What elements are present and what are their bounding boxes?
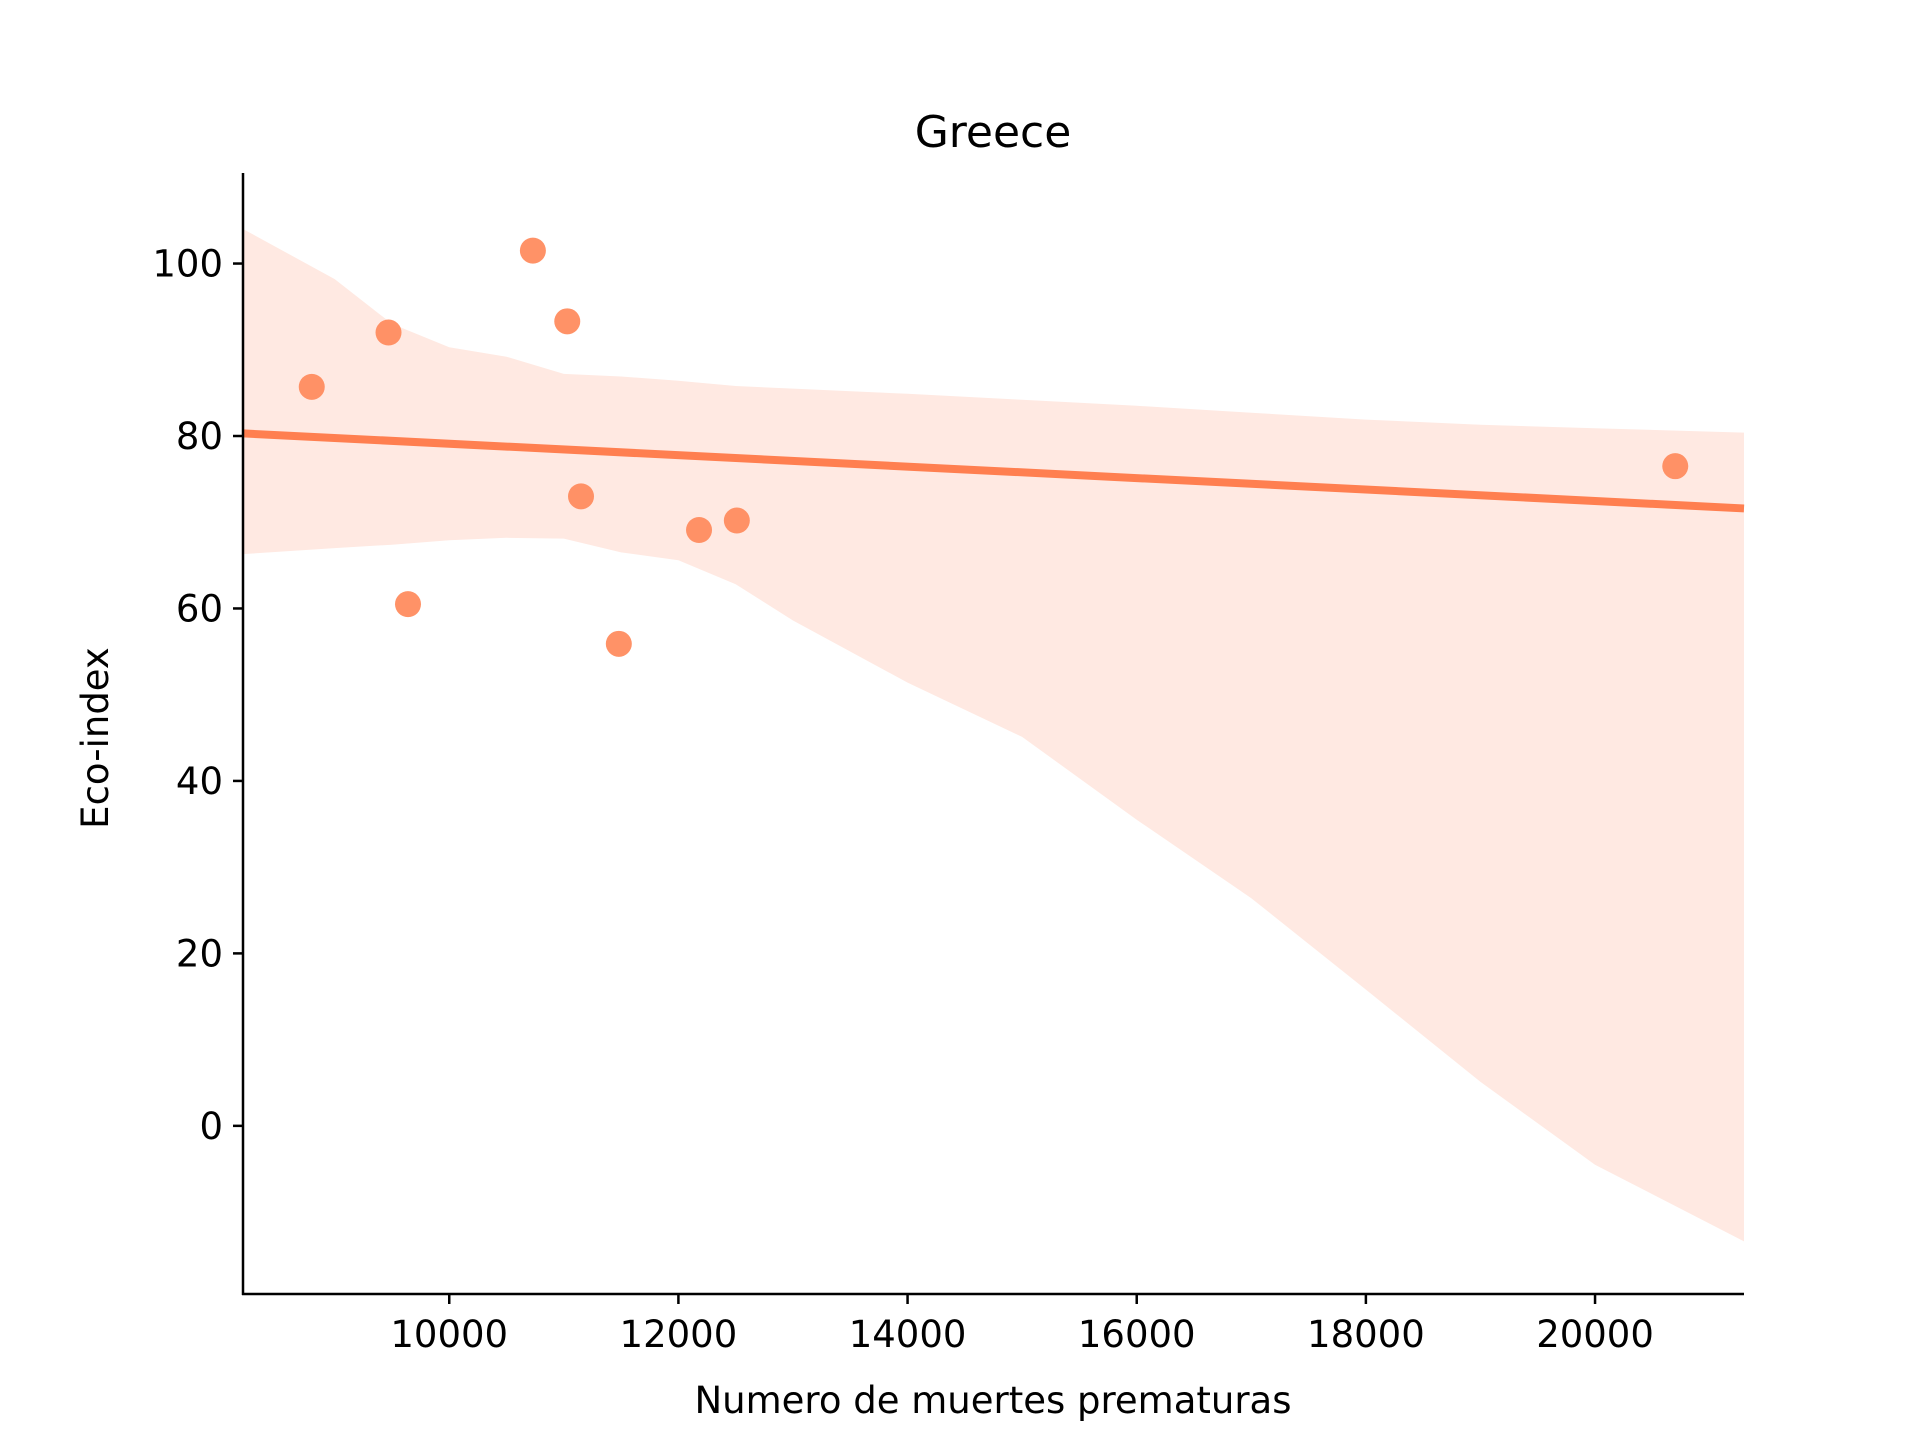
data-point-1 <box>299 374 325 400</box>
data-point-10 <box>1662 453 1688 479</box>
y-axis-title: Eco-index <box>74 647 117 829</box>
x-tick-label: 18000 <box>1307 1313 1425 1356</box>
data-point-5 <box>554 308 580 334</box>
y-tick-label: 80 <box>176 415 223 458</box>
y-tick-label: 40 <box>176 760 223 803</box>
x-tick-label: 20000 <box>1536 1313 1654 1356</box>
y-tick-label: 100 <box>152 243 223 286</box>
x-axis-title: Numero de muertes prematuras <box>694 1379 1291 1422</box>
x-tick-label: 12000 <box>620 1313 738 1356</box>
data-point-9 <box>724 508 750 534</box>
chart-title: Greece <box>915 107 1072 158</box>
plot-area <box>243 229 1744 1241</box>
y-axis-ticks: 0 20 40 60 80 100 <box>152 243 243 1148</box>
x-axis-ticks: 10000 12000 14000 16000 18000 20000 <box>390 1294 1654 1356</box>
x-tick-label: 10000 <box>390 1313 508 1356</box>
data-point-7 <box>606 631 632 657</box>
y-tick-label: 60 <box>176 587 223 630</box>
data-point-6 <box>568 483 594 509</box>
y-tick-label: 0 <box>199 1105 223 1148</box>
data-point-8 <box>686 517 712 543</box>
y-tick-label: 20 <box>176 932 223 975</box>
confidence-band <box>243 229 1744 1241</box>
data-point-4 <box>520 238 546 264</box>
x-tick-label: 14000 <box>849 1313 967 1356</box>
x-tick-label: 16000 <box>1078 1313 1196 1356</box>
data-point-2 <box>376 320 402 346</box>
data-point-3 <box>395 591 421 617</box>
